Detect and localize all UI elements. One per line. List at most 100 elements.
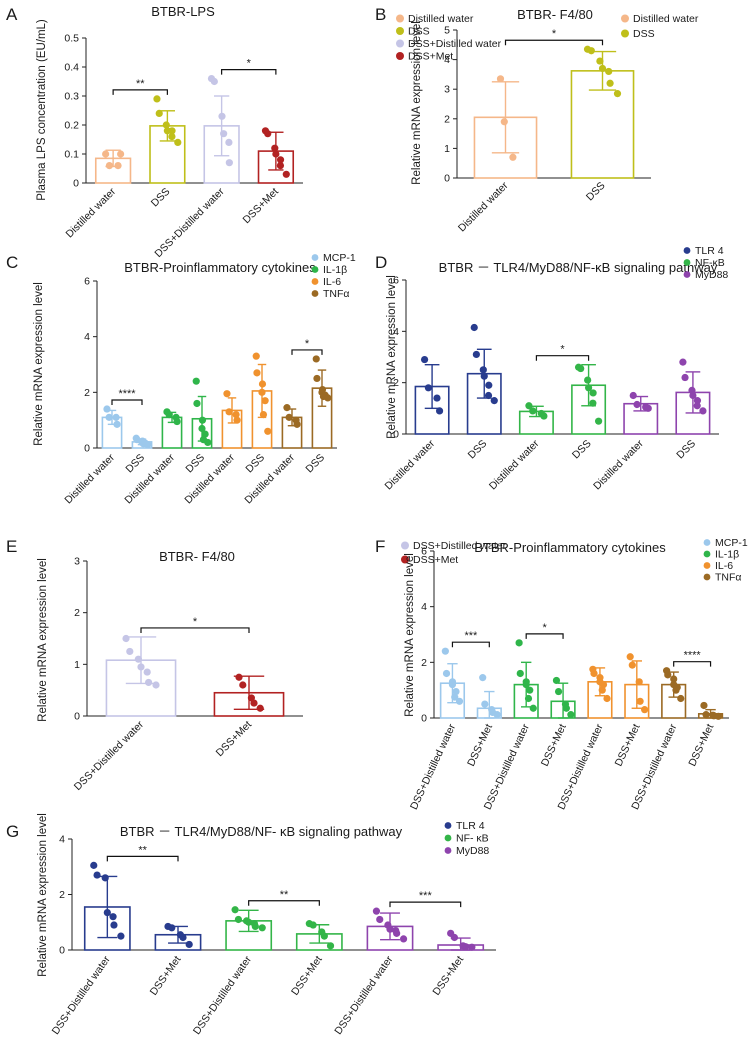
y-axis-label: Relative mRNA expression level <box>37 558 49 722</box>
data-point <box>633 400 641 409</box>
y-tick-label: 0.2 <box>64 120 79 132</box>
x-category-label: Distilled water <box>487 437 542 492</box>
data-point <box>699 407 707 415</box>
significance-label: * <box>193 616 198 628</box>
data-point <box>233 416 241 424</box>
legend-label: NF-κB <box>695 257 725 269</box>
data-point <box>225 408 233 416</box>
legend-swatch <box>621 14 629 23</box>
data-point <box>420 355 429 364</box>
data-point <box>399 935 408 943</box>
legend-label: MCP-1 <box>715 537 748 549</box>
panel-letter: D <box>375 253 387 272</box>
y-axis-label: Plasma LPS concentration (EU/mL) <box>36 19 48 201</box>
chart-title: BTBR-Proinflammatory cytokines <box>124 260 316 275</box>
data-point <box>252 352 260 360</box>
data-point <box>435 407 444 415</box>
data-point <box>433 394 441 402</box>
data-point <box>386 925 394 933</box>
legend-label: TNFα <box>715 572 741 584</box>
significance-label: ** <box>280 889 289 901</box>
panel-letter: A <box>6 5 18 24</box>
data-point <box>152 681 160 689</box>
x-category-label: DSS <box>584 180 608 204</box>
legend-label: NF- κB <box>456 833 489 845</box>
chart-title: BTBR － TLR4/MyD88/NF- κB signaling pathw… <box>120 824 403 839</box>
legend-label: DSS+Met <box>413 554 458 566</box>
y-tick-label: 6 <box>393 275 399 287</box>
legend-swatch <box>444 847 452 854</box>
y-axis-label: Relative mRNA expression level <box>411 21 423 185</box>
data-point <box>218 112 226 120</box>
x-category-label: DSS <box>466 438 490 462</box>
data-point <box>155 109 163 117</box>
data-point <box>516 669 524 678</box>
data-point <box>103 405 111 413</box>
data-point <box>599 681 608 689</box>
y-tick-label: 0 <box>73 178 79 190</box>
legend-swatch <box>683 271 691 278</box>
legend-swatch <box>703 539 711 546</box>
legend-label: IL-1β <box>715 549 739 561</box>
data-point <box>584 384 593 392</box>
data-point <box>312 355 320 363</box>
y-tick-label: 4 <box>84 331 90 343</box>
significance-bracket <box>112 89 168 95</box>
data-point <box>509 153 517 161</box>
data-point <box>101 874 109 882</box>
data-point <box>562 704 570 712</box>
data-point <box>393 929 401 937</box>
data-point <box>153 95 161 103</box>
x-category-label: DSS+Met <box>465 722 495 768</box>
data-point <box>515 639 523 647</box>
legend-label: IL-1β <box>323 264 347 276</box>
data-point <box>587 47 595 55</box>
data-point <box>239 681 247 689</box>
y-tick-label: 6 <box>84 276 90 288</box>
data-point <box>258 388 266 396</box>
data-point <box>193 399 201 408</box>
significance-label: * <box>552 28 557 40</box>
data-point <box>201 430 209 438</box>
data-point <box>606 79 614 87</box>
data-point <box>484 391 493 400</box>
data-point <box>702 711 710 719</box>
data-point <box>113 420 121 428</box>
x-category-label: Distilled water <box>62 451 117 506</box>
x-category-label: DSS+Distilled water <box>50 953 114 1037</box>
data-point <box>258 380 267 388</box>
data-point <box>679 358 687 366</box>
y-tick-label: 1 <box>74 659 80 671</box>
data-point <box>552 676 561 685</box>
data-point <box>468 943 476 951</box>
x-category-label: DSS <box>183 452 207 476</box>
y-tick-label: 4 <box>421 601 427 613</box>
legend-label: DSS+Distilled water <box>413 540 507 552</box>
y-tick-label: 2 <box>421 657 427 669</box>
legend-swatch <box>703 562 711 569</box>
legend-swatch <box>703 573 711 581</box>
significance-bracket <box>248 900 320 906</box>
data-point <box>526 686 534 694</box>
x-category-label: Distilled water <box>591 437 646 492</box>
data-point <box>117 932 125 940</box>
panel-g: G BTBR － TLR4/MyD88/NF- κB signaling path… <box>6 813 496 1037</box>
data-point <box>603 694 611 703</box>
data-point <box>168 924 176 932</box>
y-tick-label: 4 <box>59 834 65 846</box>
y-axis-label: Relative mRNA expression level <box>404 553 416 717</box>
data-point <box>168 133 176 141</box>
data-point <box>276 156 285 164</box>
legend-swatch <box>683 247 691 254</box>
x-category-label: Distilled water <box>383 437 438 492</box>
y-axis-label: Relative mRNA expression level <box>33 282 45 446</box>
data-point <box>496 75 505 83</box>
significance-bracket <box>504 39 604 46</box>
chart-title: BTBR-LPS <box>151 4 215 19</box>
data-point <box>326 942 335 950</box>
data-point <box>677 694 685 703</box>
x-category-label: DSS+Met <box>289 954 325 998</box>
data-point <box>90 861 98 869</box>
data-point <box>479 674 487 682</box>
legend-swatch <box>444 834 452 842</box>
